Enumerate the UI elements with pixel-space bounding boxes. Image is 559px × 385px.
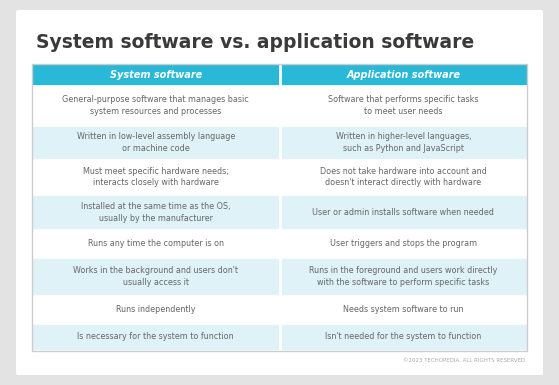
Bar	[32, 296, 527, 323]
Text: General-purpose software that manages basic
system resources and processes: General-purpose software that manages ba…	[63, 95, 249, 116]
Bar	[32, 64, 527, 351]
Text: Works in the background and users don't
usually access it: Works in the background and users don't …	[73, 266, 238, 287]
Text: System software vs. application software: System software vs. application software	[36, 32, 474, 52]
Text: Application software: Application software	[346, 70, 460, 80]
Text: Software that performs specific tasks
to meet user needs: Software that performs specific tasks to…	[328, 95, 479, 116]
Bar	[32, 194, 527, 230]
Bar	[32, 323, 527, 351]
Text: ©2023 TECHOPEDIA. ALL RIGHTS RESERVED.: ©2023 TECHOPEDIA. ALL RIGHTS RESERVED.	[403, 358, 527, 363]
FancyBboxPatch shape	[16, 10, 543, 375]
Bar	[32, 257, 527, 296]
Text: Written in low-level assembly language
or machine code: Written in low-level assembly language o…	[77, 132, 235, 153]
Bar	[32, 125, 527, 160]
Text: Runs independently: Runs independently	[116, 305, 196, 314]
Text: User or admin installs software when needed: User or admin installs software when nee…	[312, 208, 494, 217]
Bar	[32, 230, 527, 257]
Text: Needs system software to run: Needs system software to run	[343, 305, 463, 314]
Text: User triggers and stops the program: User triggers and stops the program	[330, 239, 477, 248]
Text: Written in higher-level languages,
such as Python and JavaScript: Written in higher-level languages, such …	[335, 132, 471, 153]
Text: System software: System software	[110, 70, 202, 80]
Bar	[32, 64, 527, 86]
Text: Isn't needed for the system to function: Isn't needed for the system to function	[325, 332, 481, 341]
Text: Is necessary for the system to function: Is necessary for the system to function	[78, 332, 234, 341]
Text: Runs in the foreground and users work directly
with the software to perform spec: Runs in the foreground and users work di…	[309, 266, 498, 287]
Text: Must meet specific hardware needs;
interacts closely with hardware: Must meet specific hardware needs; inter…	[83, 167, 229, 187]
Text: Installed at the same time as the OS,
usually by the manufacturer: Installed at the same time as the OS, us…	[81, 202, 230, 223]
Bar	[32, 86, 527, 125]
Bar	[32, 160, 527, 194]
Text: Does not take hardware into account and
doesn't interact directly with hardware: Does not take hardware into account and …	[320, 167, 487, 187]
Text: Runs any time the computer is on: Runs any time the computer is on	[88, 239, 224, 248]
